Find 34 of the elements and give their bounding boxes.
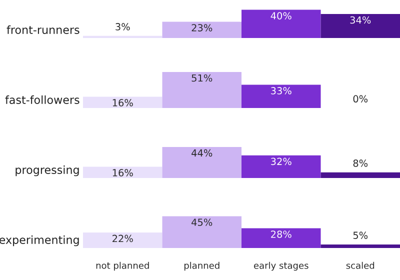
- x-tick-label: not planned: [96, 262, 149, 271]
- bar: [320, 172, 400, 178]
- x-tick-label: early stages: [254, 262, 308, 271]
- bar: [242, 10, 321, 38]
- bar: [162, 146, 242, 178]
- data-label: 16%: [112, 99, 133, 106]
- bar: [83, 232, 162, 248]
- data-label: 32%: [271, 158, 292, 166]
- data-label: 3%: [116, 23, 130, 30]
- bar: [320, 14, 400, 38]
- data-label: 23%: [192, 24, 212, 32]
- data-label: 8%: [353, 160, 368, 167]
- data-label: 45%: [192, 218, 212, 226]
- bar: [162, 216, 242, 248]
- data-label: 33%: [271, 87, 292, 94]
- bar: [242, 228, 321, 248]
- bar: [320, 244, 400, 248]
- x-tick-label: scaled: [346, 262, 374, 269]
- y-axis-title: progressing: [16, 165, 79, 176]
- bar: [83, 166, 162, 178]
- bar: [242, 155, 321, 178]
- data-label: 28%: [271, 230, 292, 238]
- y-axis-title: front-runners: [6, 25, 80, 34]
- bar: [162, 22, 242, 38]
- x-tick-label: planned: [184, 262, 220, 271]
- data-label: 44%: [192, 149, 212, 157]
- data-label: 22%: [112, 234, 133, 242]
- data-label: 51%: [192, 74, 212, 82]
- data-label: 16%: [112, 169, 133, 176]
- data-label: 34%: [350, 16, 371, 24]
- data-label: 0%: [353, 95, 368, 103]
- data-label: 40%: [270, 12, 292, 20]
- data-label: 5%: [353, 232, 368, 239]
- y-axis-title: fast-followers: [5, 95, 80, 104]
